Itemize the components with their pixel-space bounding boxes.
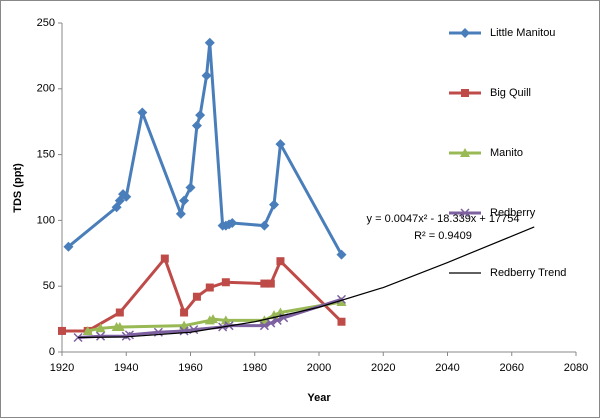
marker (124, 330, 134, 340)
legend-marker (460, 208, 470, 218)
x-tick-label: 2020 (371, 362, 395, 374)
x-tick-label: 2060 (500, 362, 524, 374)
marker (201, 70, 212, 81)
trend-line (78, 226, 535, 339)
marker (175, 208, 186, 219)
legend-label: Redberry (490, 207, 536, 219)
y-tick-label: 150 (37, 149, 55, 161)
marker (63, 241, 74, 252)
x-tick-label: 1920 (50, 362, 74, 374)
marker (179, 326, 189, 336)
marker (185, 182, 196, 193)
legend-marker (460, 148, 470, 157)
y-tick-label: 250 (37, 17, 55, 29)
marker (266, 279, 275, 288)
y-tick-label: 200 (37, 83, 55, 95)
legend-label: Manito (490, 147, 523, 159)
marker (121, 191, 132, 202)
marker (114, 321, 125, 331)
marker (58, 326, 66, 335)
marker (204, 37, 215, 48)
marker (276, 257, 285, 266)
legend-label: Little Manitou (490, 27, 555, 39)
y-axis-title: TDS (ppt) (12, 163, 24, 213)
legend-label: Big Quill (490, 87, 531, 99)
marker (118, 189, 129, 200)
marker (205, 283, 214, 292)
marker (227, 218, 238, 229)
marker (192, 292, 201, 301)
legend-label: Redberry Trend (490, 267, 566, 279)
marker (260, 279, 269, 288)
marker (180, 308, 189, 317)
marker (137, 107, 148, 118)
x-tick-label: 2000 (307, 362, 331, 374)
marker (336, 294, 347, 304)
marker (266, 318, 276, 328)
marker (95, 323, 106, 333)
x-tick-label: 1960 (178, 362, 202, 374)
x-axis-title: Year (307, 392, 331, 404)
marker (337, 317, 346, 326)
marker (275, 307, 286, 317)
legend-marker (461, 89, 469, 97)
marker (191, 120, 202, 131)
marker (221, 278, 230, 287)
marker (82, 325, 93, 335)
trend-r-squared: R² = 0.9409 (414, 230, 472, 242)
trend-equation: y = 0.0047x² - 18.339x + 17754 (367, 213, 520, 225)
x-tick-label: 2080 (564, 362, 588, 374)
marker (259, 220, 270, 231)
marker (179, 195, 190, 206)
y-tick-label: 100 (37, 214, 55, 226)
marker (207, 314, 218, 324)
marker (115, 308, 124, 317)
marker (96, 331, 106, 341)
marker (336, 296, 347, 306)
x-tick-label: 1980 (243, 362, 267, 374)
marker (259, 321, 269, 331)
x-tick-label: 2040 (435, 362, 459, 374)
x-tick-label: 1940 (114, 362, 138, 374)
marker (220, 315, 231, 325)
marker (336, 249, 347, 260)
legend-marker (460, 28, 470, 38)
marker (275, 139, 286, 150)
marker (269, 199, 280, 210)
y-tick-label: 0 (49, 346, 55, 358)
marker (195, 110, 206, 121)
marker (160, 254, 169, 263)
y-tick-label: 50 (43, 280, 55, 292)
